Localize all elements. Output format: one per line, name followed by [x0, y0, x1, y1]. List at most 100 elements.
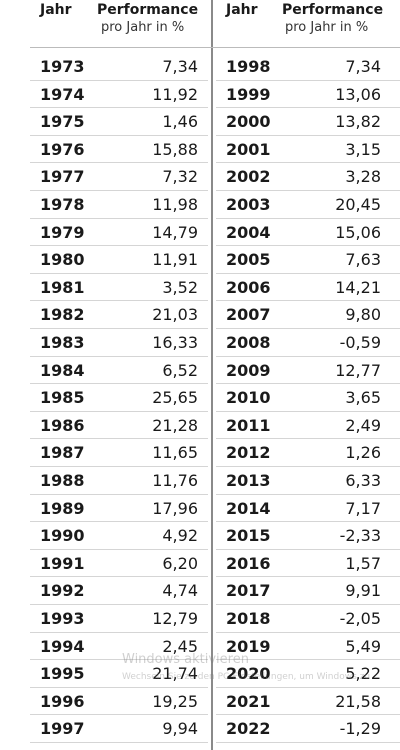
- year-cell: 1981: [40, 277, 85, 297]
- row-separator: [30, 742, 208, 743]
- performance-cell: 25,65: [152, 388, 198, 408]
- watermark-title: Windows aktivieren: [122, 652, 249, 667]
- year-cell: 2011: [226, 415, 271, 435]
- year-cell: 2005: [226, 250, 271, 270]
- row-separator: [30, 107, 208, 109]
- year-cell: 1995: [40, 664, 85, 684]
- header-rule: [30, 47, 400, 48]
- row-separator: [216, 217, 400, 219]
- row-separator: [30, 659, 208, 661]
- performance-cell: 7,63: [345, 250, 381, 270]
- header-year: Jahr: [226, 2, 258, 18]
- performance-cell: 14,21: [335, 277, 381, 297]
- row-separator: [30, 466, 208, 467]
- year-cell: 2015: [226, 526, 271, 546]
- header-performance: Performance: [282, 2, 384, 18]
- year-cell: 1982: [40, 305, 85, 325]
- performance-cell: 21,28: [152, 415, 198, 435]
- performance-cell: 11,92: [152, 84, 198, 104]
- year-cell: 1987: [40, 443, 85, 463]
- year-cell: 2000: [226, 112, 271, 132]
- year-cell: 2012: [226, 443, 271, 463]
- performance-cell: 21,03: [152, 305, 198, 325]
- year-cell: 2013: [226, 471, 271, 490]
- row-separator: [30, 217, 208, 219]
- performance-cell: 19,25: [152, 691, 198, 711]
- year-cell: 1993: [40, 609, 85, 628]
- row-separator: [30, 410, 208, 412]
- row-separator: [216, 686, 400, 688]
- year-cell: 2018: [226, 609, 271, 628]
- row-separator: [216, 190, 400, 191]
- row-separator: [216, 604, 400, 605]
- header-performance-unit: pro Jahr in %: [285, 20, 369, 35]
- row-separator: [216, 521, 400, 523]
- performance-cell: 3,65: [345, 388, 381, 408]
- row-separator: [216, 493, 400, 495]
- performance-cell: 4,92: [162, 526, 198, 546]
- performance-cell: 6,33: [345, 471, 381, 490]
- performance-cell: 11,65: [152, 443, 198, 463]
- performance-cell: 1,46: [162, 112, 198, 132]
- performance-cell: 9,91: [345, 581, 381, 601]
- performance-cell: 1,26: [345, 443, 381, 463]
- year-cell: 2019: [226, 636, 271, 656]
- year-cell: 1991: [40, 553, 85, 573]
- row-separator: [30, 355, 208, 357]
- performance-cell: 17,96: [152, 498, 198, 518]
- performance-cell: 11,98: [152, 195, 198, 214]
- performance-cell: 11,91: [152, 250, 198, 270]
- row-separator: [216, 300, 400, 302]
- year-cell: 1996: [40, 691, 85, 711]
- year-cell: 2008: [226, 333, 271, 352]
- year-cell: 1978: [40, 195, 85, 214]
- performance-cell: 7,34: [345, 57, 381, 76]
- row-separator: [30, 383, 208, 385]
- row-separator: [216, 548, 400, 550]
- performance-cell: 2,45: [162, 636, 198, 656]
- row-separator: [216, 466, 400, 467]
- year-cell: 1975: [40, 112, 85, 132]
- year-cell: 1977: [40, 167, 85, 187]
- row-separator: [30, 548, 208, 550]
- performance-cell: -2,05: [339, 609, 381, 628]
- row-separator: [216, 107, 400, 109]
- performance-cell: 5,22: [345, 664, 381, 684]
- year-cell: 2001: [226, 139, 271, 159]
- performance-cell: 16,33: [152, 333, 198, 352]
- column-divider: [211, 0, 213, 750]
- row-separator: [216, 162, 400, 164]
- performance-cell: 9,94: [162, 719, 198, 739]
- row-separator: [30, 162, 208, 164]
- performance-cell: -1,29: [339, 719, 381, 739]
- year-cell: 1974: [40, 84, 85, 104]
- row-separator: [216, 410, 400, 412]
- year-cell: 2009: [226, 360, 271, 380]
- performance-cell: 11,76: [152, 471, 198, 490]
- row-separator: [216, 134, 400, 136]
- row-separator: [30, 686, 208, 688]
- year-cell: 1979: [40, 222, 85, 242]
- row-separator: [216, 79, 400, 81]
- header-year: Jahr: [40, 2, 72, 18]
- performance-cell: 12,79: [152, 609, 198, 628]
- year-cell: 2003: [226, 195, 271, 214]
- performance-cell: 2,49: [345, 415, 381, 435]
- performance-cell: -2,33: [339, 526, 381, 546]
- year-cell: 2007: [226, 305, 271, 325]
- row-separator: [30, 328, 208, 329]
- year-cell: 1999: [226, 84, 271, 104]
- row-separator: [30, 245, 208, 247]
- performance-cell: 3,52: [162, 277, 198, 297]
- performance-cell: 6,20: [162, 553, 198, 573]
- year-cell: 1980: [40, 250, 85, 270]
- row-separator: [216, 438, 400, 440]
- performance-cell: 5,49: [345, 636, 381, 656]
- performance-cell: 4,74: [162, 581, 198, 601]
- year-cell: 1986: [40, 415, 85, 435]
- year-cell: 2004: [226, 222, 271, 242]
- year-cell: 1985: [40, 388, 85, 408]
- row-separator: [30, 631, 208, 633]
- performance-cell: -0,59: [339, 333, 381, 352]
